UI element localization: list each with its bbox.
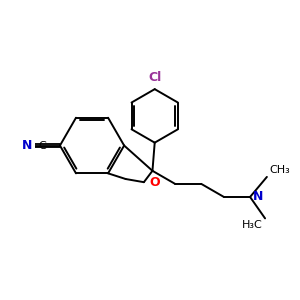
Text: H₃C: H₃C	[242, 220, 263, 230]
Text: CH₃: CH₃	[269, 165, 290, 176]
Text: Cl: Cl	[148, 71, 161, 84]
Text: N: N	[252, 190, 263, 203]
Text: C: C	[38, 140, 46, 151]
Text: O: O	[149, 176, 160, 189]
Text: N: N	[22, 139, 32, 152]
